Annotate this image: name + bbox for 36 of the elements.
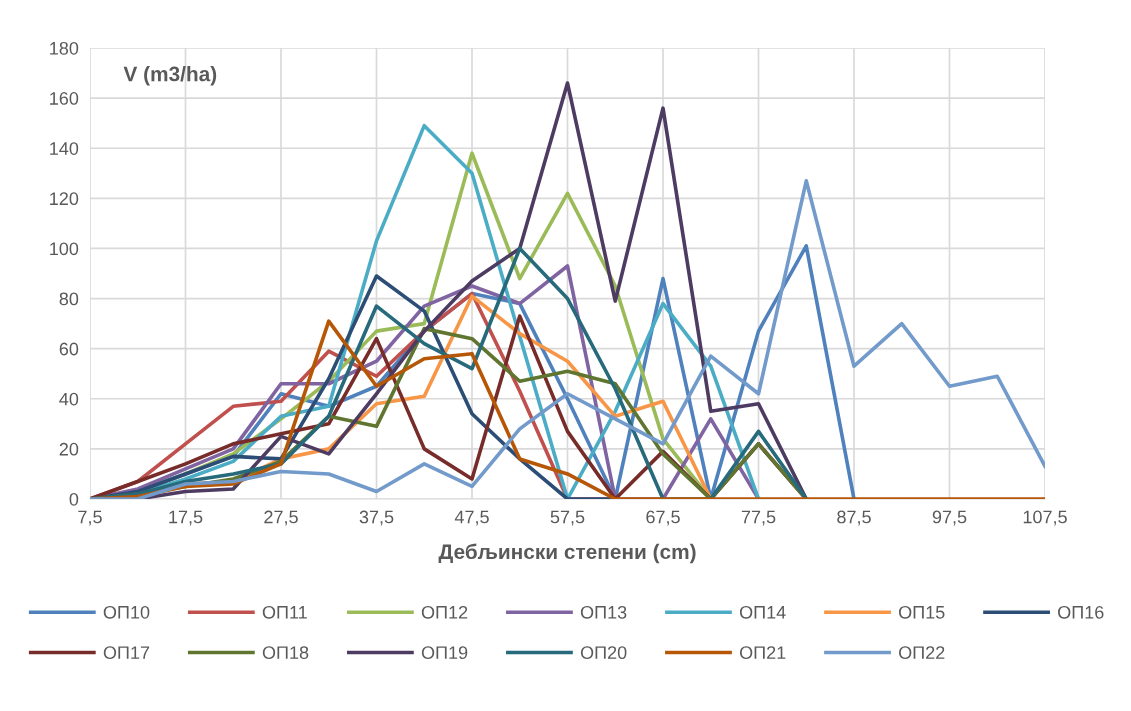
legend-label: ОП19	[421, 646, 468, 660]
legend-label: ОП20	[580, 646, 627, 660]
x-tick-label: 97,5	[932, 510, 967, 526]
legend-label: ОП18	[262, 646, 309, 660]
x-tick-label: 57,5	[550, 510, 585, 526]
y-tick-label: 20	[59, 442, 79, 456]
legend-label: ОП16	[1058, 605, 1104, 619]
x-tick-label: 77,5	[741, 510, 776, 526]
x-tick-label: 7,5	[78, 510, 102, 526]
y-tick-label: 160	[50, 92, 79, 105]
y-tick-label: 120	[50, 192, 79, 206]
y-tick-label: 60	[59, 342, 79, 356]
legend-label: ОП14	[739, 605, 786, 619]
x-tick-label: 67,5	[646, 510, 680, 526]
legend-label: ОП15	[899, 605, 945, 619]
y-tick-label: 0	[69, 492, 79, 506]
x-tick-label: 17,5	[169, 510, 203, 526]
legend-label: ОП22	[899, 646, 945, 660]
legend-label: ОП11	[262, 605, 307, 619]
y-tick-label: 140	[50, 142, 79, 155]
y-tick-label: 80	[59, 292, 79, 306]
x-tick-label: 107,5	[1023, 510, 1067, 526]
legend-label: ОП17	[103, 646, 150, 660]
x-tick-label: 87,5	[837, 510, 871, 526]
y-axis-title: V (m3/ha)	[123, 66, 217, 86]
y-tick-label: 180	[50, 41, 79, 55]
legend-label: ОП12	[421, 605, 468, 619]
x-tick-label: 37,5	[359, 510, 394, 526]
x-axis-title: Дебљински степени (cm)	[438, 543, 696, 564]
legend-label: ОП10	[103, 605, 150, 619]
x-tick-label: 47,5	[454, 510, 489, 526]
x-tick-label: 27,5	[264, 510, 298, 526]
y-tick-label: 100	[50, 242, 79, 256]
legend-label: ОП13	[580, 605, 627, 619]
legend-label: ОП21	[739, 646, 786, 660]
y-tick-label: 40	[59, 392, 79, 406]
